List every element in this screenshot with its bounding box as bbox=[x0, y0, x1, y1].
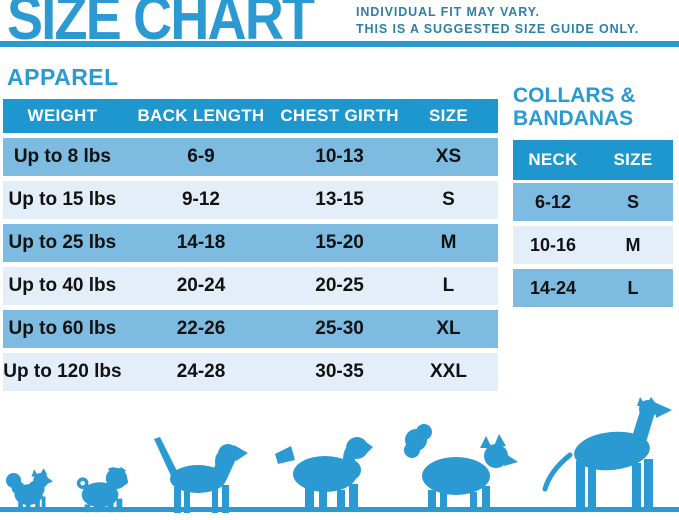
collars-table-header: NECK SIZE bbox=[513, 140, 673, 180]
dog-beagle-icon bbox=[154, 437, 248, 513]
collar-row-m: 10-16 M bbox=[513, 226, 673, 264]
cell-weight: Up to 8 lbs bbox=[13, 146, 111, 167]
col-weight: WEIGHT bbox=[27, 106, 98, 125]
cell-chest-girth: 30-35 bbox=[315, 361, 364, 382]
table-row-xs: Up to 8 lbs 6-9 10-13 XS bbox=[3, 138, 498, 176]
apparel-section-heading: APPAREL bbox=[7, 64, 119, 90]
collars-size-table: NECK SIZE 6-12 S 10-16 M 14-24 L bbox=[513, 140, 673, 312]
apparel-table-header: WEIGHT BACK LENGTH CHEST GIRTH SIZE bbox=[3, 99, 498, 133]
table-row-xl: Up to 60 lbs 22-26 25-30 XL bbox=[3, 310, 498, 348]
page-title: SIZE CHART bbox=[7, 0, 315, 53]
cell-chest-girth: 13-15 bbox=[315, 189, 364, 210]
col-size: SIZE bbox=[428, 106, 468, 125]
cell-chest-girth: 20-25 bbox=[315, 275, 364, 296]
dog-husky-icon bbox=[404, 424, 518, 512]
cell-back-length: 6-9 bbox=[187, 146, 215, 167]
cell-size: L bbox=[442, 275, 455, 296]
cell-size: M bbox=[440, 232, 457, 253]
cell-size: XL bbox=[436, 318, 461, 339]
table-row-s: Up to 15 lbs 9-12 13-15 S bbox=[3, 181, 498, 219]
col-back-length: BACK LENGTH bbox=[137, 106, 265, 125]
cell-chest-girth: 15-20 bbox=[315, 232, 364, 253]
cell-size: XS bbox=[435, 146, 462, 167]
fit-disclaimer-line1: INDIVIDUAL FIT MAY VARY. bbox=[356, 5, 540, 19]
cell-weight: Up to 60 lbs bbox=[8, 318, 117, 339]
cell-chest-girth: 25-30 bbox=[315, 318, 364, 339]
dog-pomeranian-icon bbox=[6, 468, 53, 511]
cell-back-length: 9-12 bbox=[181, 189, 220, 210]
dog-pug-icon bbox=[76, 466, 129, 513]
collar-row-s: 6-12 S bbox=[513, 183, 673, 221]
cell-weight: Up to 15 lbs bbox=[8, 189, 117, 210]
fit-disclaimer-line2: THIS IS A SUGGESTED SIZE GUIDE ONLY. bbox=[356, 22, 640, 36]
cell-weight: Up to 40 lbs bbox=[8, 275, 117, 296]
table-row-xxl: Up to 120 lbs 24-28 30-35 XXL bbox=[3, 353, 498, 391]
col-chest-girth: CHEST GIRTH bbox=[280, 106, 399, 125]
cell-neck: 14-24 bbox=[529, 277, 577, 298]
cell-back-length: 22-26 bbox=[176, 318, 226, 339]
apparel-size-table: WEIGHT BACK LENGTH CHEST GIRTH SIZE Up t… bbox=[3, 99, 498, 396]
cell-size: L bbox=[627, 277, 639, 298]
cell-neck: 6-12 bbox=[534, 191, 572, 212]
cell-size: S bbox=[442, 189, 455, 210]
col-neck: NECK bbox=[528, 150, 578, 169]
table-row-m: Up to 25 lbs 14-18 15-20 M bbox=[3, 224, 498, 262]
cell-weight: Up to 120 lbs bbox=[3, 361, 122, 382]
table-row-l: Up to 40 lbs 20-24 20-25 L bbox=[3, 267, 498, 305]
header-divider bbox=[0, 41, 679, 47]
fit-disclaimer: INDIVIDUAL FIT MAY VARY. THIS IS A SUGGE… bbox=[356, 4, 639, 38]
dog-cocker-spaniel-icon bbox=[275, 437, 373, 512]
cell-size: XXL bbox=[430, 361, 467, 382]
collars-section-heading: COLLARS & BANDANAS bbox=[513, 84, 636, 130]
cell-chest-girth: 10-13 bbox=[315, 146, 364, 167]
cell-size: S bbox=[626, 191, 639, 212]
cell-weight: Up to 25 lbs bbox=[8, 232, 117, 253]
baseline-rule bbox=[0, 507, 679, 512]
collar-row-l: 14-24 L bbox=[513, 269, 673, 307]
cell-back-length: 20-24 bbox=[176, 275, 226, 296]
dog-great-dane-icon bbox=[542, 397, 672, 511]
cell-back-length: 24-28 bbox=[176, 361, 226, 382]
cell-size: M bbox=[625, 234, 641, 255]
col-size: SIZE bbox=[613, 150, 653, 169]
cell-neck: 10-16 bbox=[529, 234, 577, 255]
cell-back-length: 14-18 bbox=[176, 232, 226, 253]
